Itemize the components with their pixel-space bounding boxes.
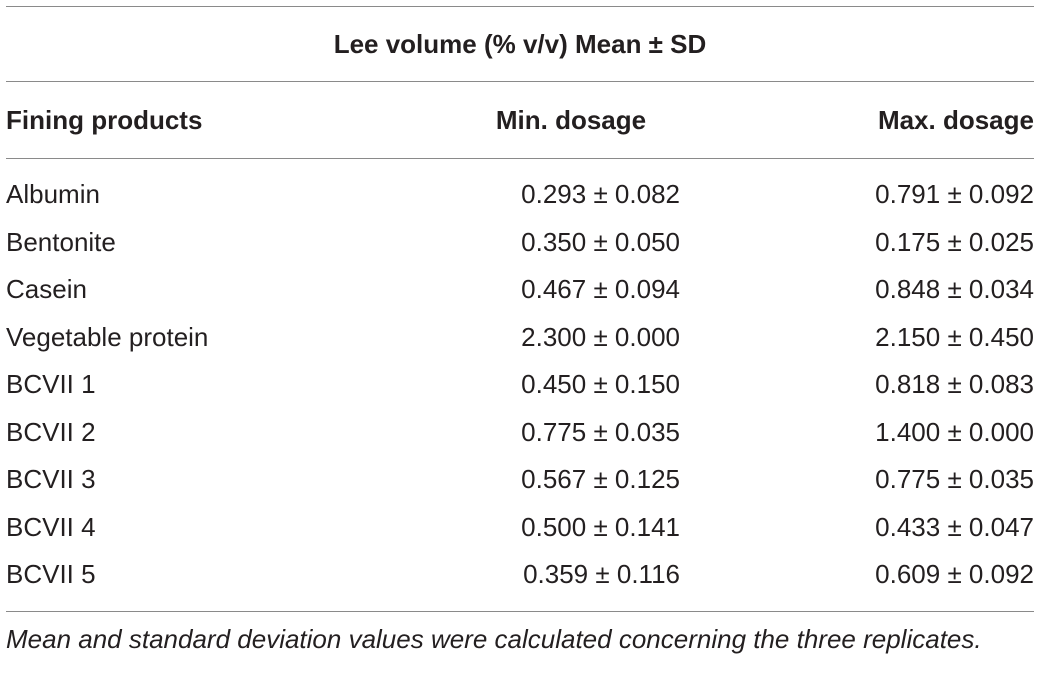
cell-max: 0.775 ± 0.035	[875, 464, 1034, 495]
table-row: BCVII 1 0.450 ± 0.150 0.818 ± 0.083	[6, 361, 1034, 409]
table-row: BCVII 3 0.567 ± 0.125 0.775 ± 0.035	[6, 456, 1034, 504]
table-row: Casein 0.467 ± 0.094 0.848 ± 0.034	[6, 266, 1034, 314]
cell-product: BCVII 3	[6, 464, 96, 495]
cell-min: 0.450 ± 0.150	[521, 369, 680, 400]
cell-min: 2.300 ± 0.000	[521, 321, 680, 352]
cell-min: 0.467 ± 0.094	[521, 274, 680, 305]
group-header: Lee volume (% v/v) Mean ± SD	[333, 29, 707, 59]
header-rule	[6, 158, 1034, 159]
cell-min: 0.500 ± 0.141	[521, 511, 680, 542]
cell-min: 0.567 ± 0.125	[521, 464, 680, 495]
table-body: Albumin 0.293 ± 0.082 0.791 ± 0.092 Bent…	[6, 159, 1034, 611]
cell-product: BCVII 5	[6, 559, 96, 590]
cell-max: 0.791 ± 0.092	[875, 179, 1034, 210]
cell-product: Casein	[6, 274, 87, 305]
cell-max: 0.818 ± 0.083	[875, 369, 1034, 400]
cell-product: BCVII 1	[6, 369, 96, 400]
cell-max: 0.609 ± 0.092	[875, 559, 1034, 590]
cell-max: 2.150 ± 0.450	[875, 321, 1034, 352]
table-row: Vegetable protein 2.300 ± 0.000 2.150 ± …	[6, 314, 1034, 362]
column-header-row: Fining products Min. dosage Max. dosage	[6, 82, 1034, 158]
cell-product: Vegetable protein	[6, 321, 209, 352]
cell-max: 0.433 ± 0.047	[875, 511, 1034, 542]
cell-min: 0.350 ± 0.050	[521, 226, 680, 257]
column-header-max-dosage: Max. dosage	[877, 104, 1034, 135]
table-footnote: Mean and standard deviation values were …	[6, 623, 982, 654]
cell-max: 0.175 ± 0.025	[875, 226, 1034, 257]
cell-product: Albumin	[6, 179, 100, 210]
table-row: BCVII 4 0.500 ± 0.141 0.433 ± 0.047	[6, 504, 1034, 552]
table-row: BCVII 2 0.775 ± 0.035 1.400 ± 0.000	[6, 409, 1034, 457]
column-header-fining-products: Fining products	[6, 104, 203, 135]
cell-max: 0.848 ± 0.034	[875, 274, 1034, 305]
data-table: Lee volume (% v/v) Mean ± SD Fining prod…	[6, 0, 1034, 658]
cell-max: 1.400 ± 0.000	[875, 416, 1034, 447]
cell-product: BCVII 2	[6, 416, 96, 447]
table-row: Bentonite 0.350 ± 0.050 0.175 ± 0.025	[6, 219, 1034, 267]
cell-min: 0.293 ± 0.082	[521, 179, 680, 210]
table-row: BCVII 5 0.359 ± 0.116 0.609 ± 0.092	[6, 551, 1034, 599]
top-rule	[6, 6, 1034, 7]
bottom-rule	[6, 610, 1034, 612]
cell-product: BCVII 4	[6, 511, 96, 542]
table-row: Albumin 0.293 ± 0.082 0.791 ± 0.092	[6, 171, 1034, 219]
cell-product: Bentonite	[6, 226, 116, 257]
cell-min: 0.775 ± 0.035	[521, 416, 680, 447]
cell-min: 0.359 ± 0.116	[523, 559, 680, 590]
column-header-min-dosage: Min. dosage	[495, 104, 647, 135]
group-header-rule	[6, 81, 1034, 82]
